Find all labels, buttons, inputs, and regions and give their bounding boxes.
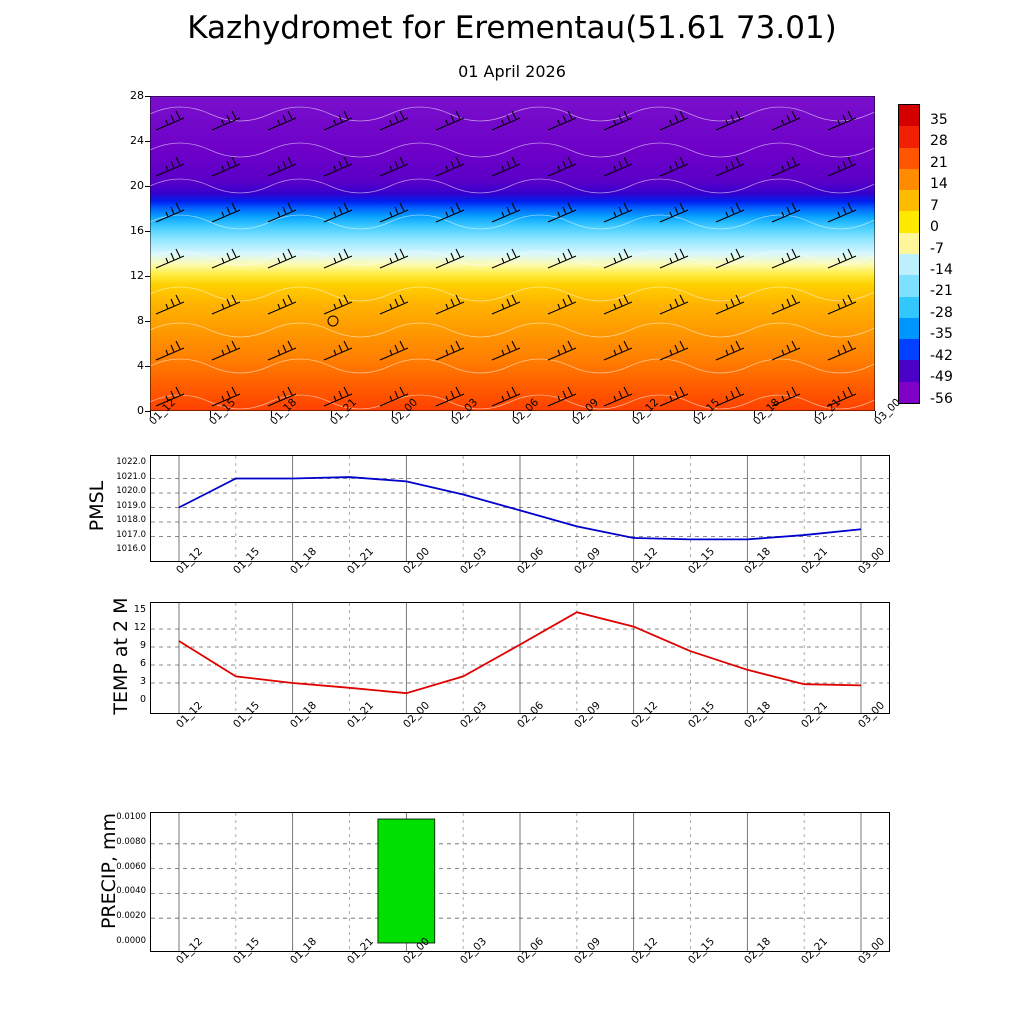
heatmap-ytick-24: 24	[130, 134, 144, 147]
colorbar-segment-5	[899, 211, 919, 233]
heatmap-ytickmark-24	[145, 141, 150, 142]
heatmap-ytick-28: 28	[130, 89, 144, 102]
colorbar-label-14: 14	[930, 176, 948, 193]
pmsl-ytick-5: 1017.0	[116, 529, 146, 540]
colorbar-segment-11	[899, 339, 919, 361]
colorbar-label-21: 21	[930, 154, 948, 171]
colorbar-label--35: -35	[930, 326, 953, 343]
heatmap-xtickmark-01_18	[270, 411, 272, 417]
pmsl-ytick-2: 1020.0	[116, 486, 146, 496]
temp-ytick-1: 12	[133, 622, 146, 633]
precip-ytick-4: 0.0020	[116, 911, 146, 922]
heatmap-ytick-12: 12	[130, 269, 144, 282]
precip-ytick-3: 0.0040	[116, 886, 146, 897]
colorbar-segment-1	[899, 126, 919, 148]
pmsl-ytick-1: 1021.0	[116, 471, 146, 482]
colorbar-label--42: -42	[930, 347, 953, 364]
heatmap-xtickmark-03_00	[875, 411, 876, 417]
colorbar-segment-12	[899, 360, 919, 382]
colorbar-segment-13	[899, 381, 919, 403]
heatmap-xtickmark-02_12	[633, 411, 635, 417]
pmsl-ytick-6: 1016.0	[116, 544, 146, 554]
colorbar-label-0: 0	[930, 219, 939, 236]
temp-ytick-0: 15	[133, 604, 146, 615]
panel-vertical-cross-section	[150, 96, 875, 411]
pmsl-ytick-3: 1019.0	[116, 500, 146, 511]
temp-axis-label: TEMP at 2 M	[110, 597, 132, 715]
heatmap-xtickmark-01_15	[210, 411, 212, 417]
pmsl-ytick-4: 1018.0	[116, 515, 146, 525]
colorbar-segment-8	[899, 275, 919, 297]
precip-ytick-0: 0.0100	[116, 812, 146, 822]
colorbar-label--28: -28	[930, 304, 953, 321]
panel-precip-plot	[150, 812, 890, 952]
colorbar-segment-4	[899, 190, 919, 212]
heatmap-ytick-4: 4	[137, 359, 144, 372]
heatmap-xtickmark-01_21	[331, 411, 333, 417]
heatmap-xtickmark-02_15	[693, 411, 695, 417]
heatmap-xtickmark-02_00	[391, 411, 393, 417]
colorbar-segment-7	[899, 253, 919, 276]
colorbar-segment-2	[899, 147, 919, 169]
heatmap-ytick-20: 20	[130, 179, 144, 192]
colorbar	[898, 104, 920, 404]
colorbar-label-28: 28	[930, 133, 948, 150]
heatmap-ytickmark-8	[145, 321, 150, 322]
heatmap-xtickmark-02_18	[754, 411, 756, 417]
heatmap-xtickmark-02_21	[814, 411, 816, 417]
page-subtitle: 01 April 2026	[458, 62, 566, 81]
heatmap-ytickmark-28	[145, 96, 150, 97]
precip-ytick-1: 0.0080	[116, 836, 146, 847]
panel-temp-plot	[150, 602, 890, 714]
colorbar-label--21: -21	[930, 283, 953, 300]
colorbar-label-7: 7	[930, 197, 939, 214]
heatmap-ytick-0: 0	[137, 404, 144, 417]
colorbar-label--49: -49	[930, 369, 953, 386]
precip-ytick-2: 0.0060	[116, 861, 146, 872]
colorbar-label--56: -56	[930, 390, 953, 407]
colorbar-segment-6	[899, 232, 919, 254]
colorbar-segment-3	[899, 168, 919, 191]
heatmap-ytick-16: 16	[130, 224, 144, 237]
temp-ytick-4: 3	[139, 676, 146, 687]
heatmap-ytickmark-12	[145, 276, 150, 277]
heatmap-ytick-8: 8	[137, 314, 144, 327]
temp-ytick-3: 6	[139, 658, 146, 669]
temp-ytick-2: 9	[139, 640, 146, 651]
temp-ytick-5: 0	[139, 694, 146, 705]
colorbar-segment-10	[899, 317, 919, 340]
colorbar-label--7: -7	[930, 240, 944, 257]
heatmap-xtickmark-01_12	[150, 411, 151, 417]
page-title: Kazhydromet for Erementau(51.61 73.01)	[187, 10, 837, 46]
heatmap-xtickmark-02_06	[512, 411, 514, 417]
heatmap-ytickmark-16	[145, 231, 150, 232]
heatmap-ytickmark-0	[145, 411, 150, 412]
heatmap-ytickmark-4	[145, 366, 150, 367]
colorbar-label-35: 35	[930, 112, 948, 128]
heatmap-ytickmark-20	[145, 186, 150, 187]
heatmap-xtickmark-02_09	[572, 411, 574, 417]
colorbar-label--14: -14	[930, 262, 953, 278]
pmsl-ytick-0: 1022.0	[116, 457, 146, 467]
colorbar-segment-9	[899, 296, 919, 318]
colorbar-segment-0	[899, 105, 919, 127]
heatmap-xtickmark-02_03	[452, 411, 454, 417]
panel-pmsl-plot	[150, 455, 890, 562]
precip-ytick-5: 0.0000	[116, 936, 146, 946]
